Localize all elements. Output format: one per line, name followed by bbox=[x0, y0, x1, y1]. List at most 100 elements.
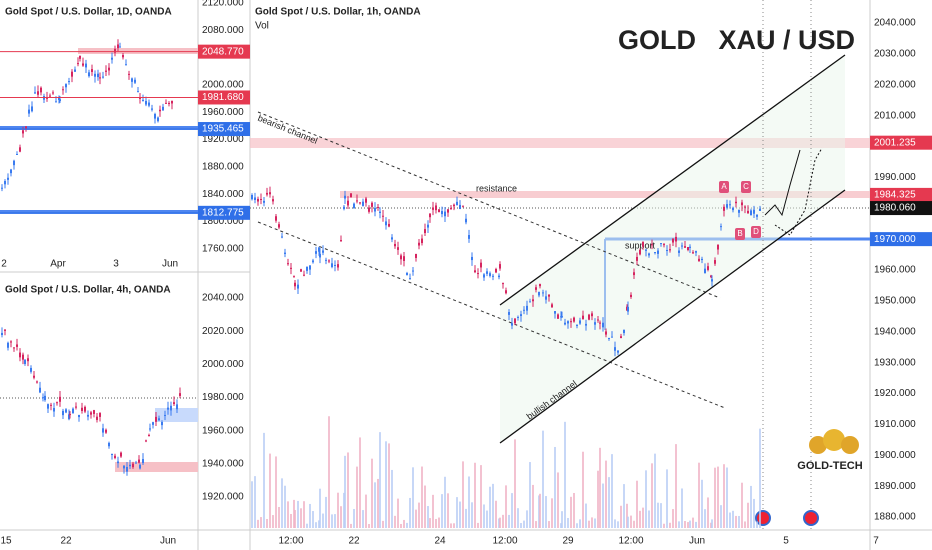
volume bbox=[489, 486, 491, 528]
volume bbox=[657, 502, 659, 528]
candle bbox=[744, 206, 746, 208]
candle bbox=[25, 126, 27, 130]
volume bbox=[429, 518, 431, 528]
volume bbox=[672, 509, 674, 528]
point-label: C bbox=[743, 182, 749, 191]
price-tag bbox=[198, 90, 250, 105]
candle bbox=[82, 63, 84, 66]
candle bbox=[554, 311, 556, 314]
candle bbox=[125, 64, 127, 66]
volume bbox=[444, 476, 446, 528]
volume bbox=[365, 494, 367, 528]
candle bbox=[105, 70, 107, 72]
candle bbox=[325, 259, 327, 261]
volume bbox=[617, 521, 619, 528]
volume bbox=[681, 488, 683, 528]
volume bbox=[441, 494, 443, 528]
candle bbox=[729, 204, 731, 206]
volume bbox=[465, 508, 467, 528]
x-tick-label: 7 bbox=[873, 536, 879, 547]
candle bbox=[334, 264, 336, 266]
y-tick-label: 1980.000 bbox=[202, 392, 244, 403]
x-tick-label: 3 bbox=[113, 259, 119, 270]
candle bbox=[400, 255, 402, 260]
y-tick-label: 1940.000 bbox=[202, 458, 244, 469]
candle bbox=[7, 342, 9, 348]
candle bbox=[65, 84, 67, 88]
zone bbox=[0, 210, 198, 214]
price-tag-label: 1984.325 bbox=[874, 190, 916, 201]
candle bbox=[471, 256, 473, 261]
candle bbox=[594, 322, 596, 325]
candle bbox=[309, 265, 311, 270]
candle bbox=[432, 207, 434, 210]
volume bbox=[347, 452, 349, 528]
price-tag bbox=[870, 135, 932, 150]
candle bbox=[444, 211, 446, 217]
candle bbox=[707, 266, 709, 270]
candle bbox=[365, 198, 367, 203]
candle bbox=[102, 76, 104, 78]
candle bbox=[511, 323, 513, 326]
candle bbox=[269, 192, 271, 195]
volume bbox=[300, 508, 302, 528]
candle bbox=[645, 249, 647, 251]
candle bbox=[508, 312, 510, 315]
candle bbox=[456, 201, 458, 206]
candle bbox=[306, 266, 308, 271]
candle bbox=[297, 284, 299, 289]
candle bbox=[529, 301, 531, 303]
volume bbox=[350, 523, 352, 528]
volume bbox=[406, 522, 408, 528]
candle bbox=[551, 304, 553, 308]
candle bbox=[22, 130, 24, 134]
candle bbox=[499, 264, 501, 269]
volume bbox=[397, 498, 399, 528]
candle bbox=[591, 313, 593, 317]
x-tick-label: Jun bbox=[689, 536, 705, 547]
volume bbox=[675, 444, 677, 528]
volume bbox=[532, 484, 534, 528]
candle bbox=[4, 181, 6, 185]
point-marker bbox=[741, 181, 751, 193]
volume bbox=[315, 522, 317, 528]
candle bbox=[77, 63, 79, 65]
bearish-line bbox=[257, 111, 721, 299]
volume bbox=[477, 522, 479, 528]
volume bbox=[468, 476, 470, 528]
candle bbox=[170, 405, 172, 411]
candle bbox=[617, 350, 619, 353]
candle bbox=[502, 283, 504, 285]
volume bbox=[254, 476, 256, 528]
bullish-line bbox=[499, 54, 846, 306]
candle bbox=[406, 272, 408, 275]
candle bbox=[605, 331, 607, 335]
candle bbox=[319, 253, 321, 258]
logo: GOLD-TECH bbox=[797, 429, 863, 472]
candle bbox=[145, 100, 147, 105]
candle bbox=[362, 201, 364, 206]
candle bbox=[701, 258, 703, 261]
point-label: B bbox=[737, 229, 742, 238]
y-tick-label: 1900.000 bbox=[874, 450, 916, 461]
candle bbox=[120, 452, 122, 457]
candle bbox=[171, 100, 173, 104]
candle bbox=[114, 48, 116, 53]
volume bbox=[627, 516, 629, 528]
volume bbox=[557, 472, 559, 528]
candle bbox=[394, 243, 396, 247]
point-marker bbox=[751, 226, 761, 238]
candle bbox=[84, 406, 86, 412]
volume bbox=[344, 455, 346, 528]
volume bbox=[340, 506, 342, 528]
volume bbox=[505, 485, 507, 528]
candle bbox=[260, 199, 262, 201]
volume bbox=[747, 502, 749, 528]
candle bbox=[675, 236, 677, 242]
volume bbox=[750, 485, 752, 528]
candle bbox=[344, 195, 346, 199]
y-tick-label: 1920.000 bbox=[202, 134, 244, 145]
volume bbox=[645, 470, 647, 528]
candle bbox=[263, 200, 265, 203]
